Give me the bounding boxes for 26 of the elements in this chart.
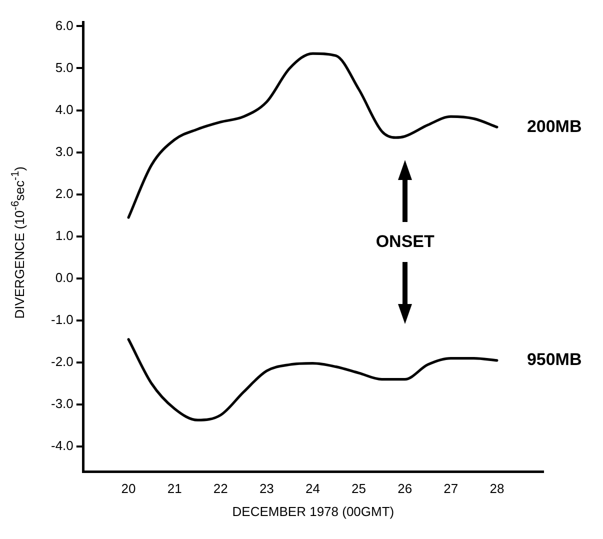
- y-tick-label: 5.0: [55, 60, 74, 75]
- y-tick-label: 3.0: [55, 144, 74, 159]
- x-tick-label: 22: [213, 481, 228, 496]
- x-tick-label: 28: [490, 481, 504, 496]
- y-tick-label: -4.0: [50, 438, 74, 454]
- y-tick-label: 0.0: [55, 270, 74, 286]
- x-tick-label: 20: [121, 481, 136, 496]
- line-series: [127, 338, 498, 422]
- x-tick-label: 24: [306, 481, 320, 496]
- x-axis-title: DECEMBER 1978 (00GMT): [232, 504, 394, 519]
- series-label: 950MB: [526, 350, 582, 370]
- y-tick-label: 2.0: [55, 186, 74, 201]
- y-tick-label: -1.0: [50, 312, 74, 328]
- x-tick-label: 27: [444, 481, 458, 496]
- x-tick-label: 21: [167, 481, 182, 496]
- x-tick-label: 26: [398, 481, 412, 496]
- line-series: [127, 52, 498, 219]
- y-tick-label: 1.0: [55, 228, 74, 243]
- x-tick-label: 23: [259, 481, 274, 496]
- annotation: ONSET: [376, 232, 436, 252]
- y-tick-label: -3.0: [50, 396, 74, 412]
- y-tick-label: 4.0: [55, 102, 74, 117]
- x-tick-label: 25: [352, 481, 366, 496]
- y-tick-label: 6.0: [55, 18, 74, 33]
- y-tick-label: -2.0: [50, 354, 74, 370]
- series-label: 200MB: [526, 116, 582, 136]
